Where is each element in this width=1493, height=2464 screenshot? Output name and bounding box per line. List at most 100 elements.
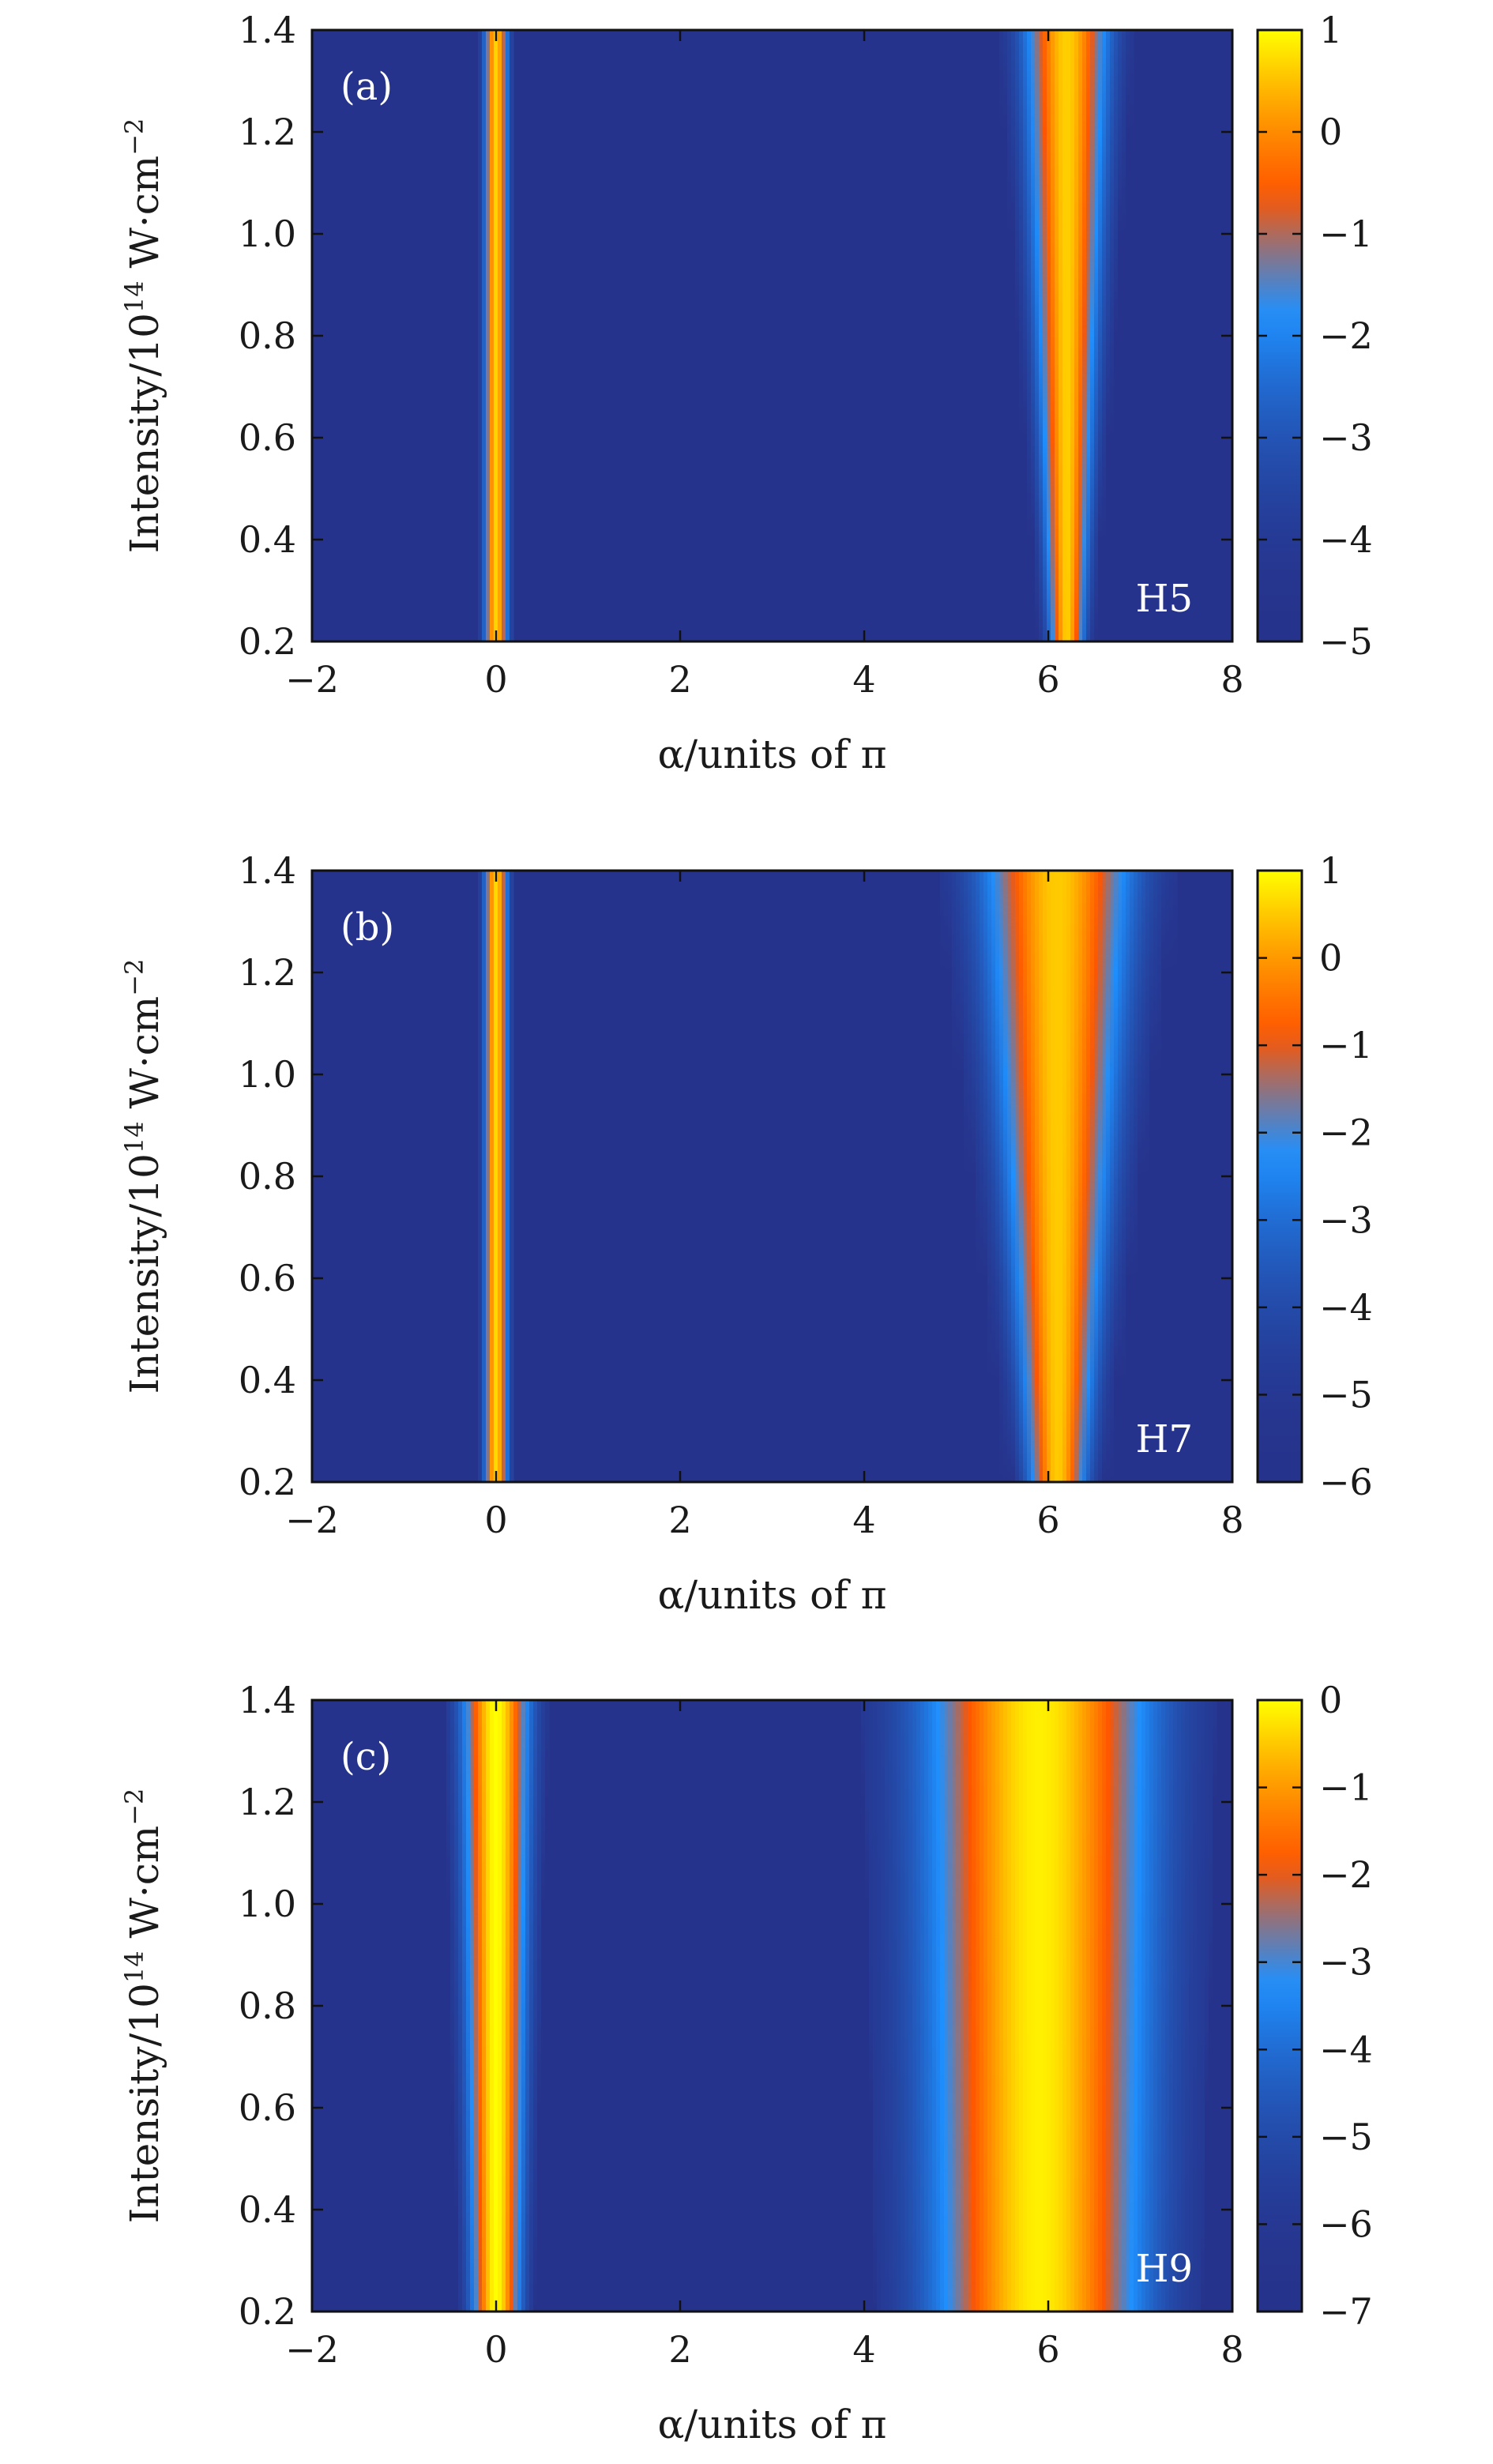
heatmap-strip	[889, 1700, 893, 2312]
heatmap-strip	[1114, 871, 1119, 1482]
heatmap-strip	[510, 871, 514, 1482]
heatmap-strip	[865, 1700, 870, 2312]
heatmap-strip	[1027, 871, 1032, 1482]
heatmap-strip	[897, 1700, 901, 2312]
heatmap-strip	[1118, 1700, 1123, 2312]
heatmap-strip	[1051, 1700, 1055, 2312]
heatmap-strip	[1062, 30, 1067, 641]
y-tick-label: 1.2	[239, 111, 296, 153]
heatmap-strip	[1189, 1700, 1194, 2312]
colorbar: 1 0 −1 −2 −3 −4 −5 −6	[1256, 849, 1373, 1503]
x-tick-label: 0	[484, 658, 507, 701]
heatmap-strip	[1161, 871, 1166, 1482]
heatmap-strip	[1122, 871, 1126, 1482]
heatmap-strip	[1130, 30, 1134, 641]
heatmap-strip	[1138, 871, 1142, 1482]
heatmap-strip	[1015, 871, 1020, 1482]
heatmap-strip	[976, 1700, 980, 2312]
heatmap-field	[312, 1700, 1232, 2312]
heatmap-strip	[1185, 1700, 1190, 2312]
heatmap-strip	[494, 30, 498, 641]
y-axis-label-part: −2	[119, 959, 149, 996]
heatmap-strip	[513, 1700, 518, 2312]
y-axis-label-part: 14	[119, 280, 149, 313]
heatmap-strip	[987, 871, 992, 1482]
y-axis-label: Intensity/1014 W·cm−2	[119, 1789, 167, 2224]
heatmap-strip	[1043, 30, 1047, 641]
heatmap-strip	[960, 1700, 965, 2312]
heatmap-strip	[1059, 871, 1063, 1482]
heatmap-strip	[1134, 871, 1138, 1482]
y-axis-label-part: Intensity/10	[122, 1983, 167, 2223]
heatmap-strip	[983, 871, 988, 1482]
heatmap-strip	[1086, 30, 1091, 641]
panel-label: (b)	[340, 905, 394, 950]
y-tick-label: 1.2	[239, 951, 296, 994]
heatmap-strip	[912, 1700, 917, 2312]
heatmap-strip	[1149, 1700, 1154, 2312]
y-tick-label: 0.2	[239, 1461, 296, 1503]
heatmap-strip	[1003, 871, 1008, 1482]
x-tick-label: 8	[1220, 2328, 1243, 2371]
heatmap-strip	[1201, 1700, 1205, 2312]
heatmap-strip	[944, 1700, 949, 2312]
heatmap-strip	[490, 30, 495, 641]
heatmap-panel-3: −2 0 2 4 6 8 0.2 0.4 0.6 0.8 1.0 1.2 1.4 (c) H9 α/units…	[119, 1679, 1373, 2447]
y-axis-label-part: W·cm	[122, 1826, 167, 1951]
heatmap-strip	[995, 1700, 1000, 2312]
heatmap-strip	[968, 1700, 972, 2312]
heatmap-strip	[976, 871, 980, 1482]
x-tick-label: 4	[852, 1499, 875, 1541]
heatmap-strip	[1003, 1700, 1008, 2312]
heatmap-strip	[1205, 1700, 1209, 2312]
heatmap-strip	[1173, 1700, 1178, 2312]
heatmap-strip	[1165, 1700, 1170, 2312]
heatmap-strip	[541, 1700, 546, 2312]
heatmap-strip	[948, 871, 953, 1482]
colorbar-tick-label: −2	[1319, 1853, 1373, 1896]
heatmap-strip	[1181, 1700, 1186, 2312]
heatmap-strip	[1110, 1700, 1115, 2312]
heatmap-field	[312, 30, 1232, 641]
y-tick-label: 0.8	[239, 314, 296, 357]
harmonic-label: H7	[1136, 1417, 1193, 1461]
heatmap-strip	[1153, 871, 1158, 1482]
x-axis-label: α/units of π	[657, 732, 886, 777]
colorbar: 0 −1 −2 −3 −4 −5 −6 −7	[1256, 1679, 1373, 2333]
colorbar-tick-label: −4	[1319, 518, 1373, 561]
heatmap-strip	[987, 1700, 992, 2312]
heatmap-strip	[1055, 30, 1059, 641]
heatmap-strip	[920, 1700, 925, 2312]
heatmap-strip	[999, 871, 1004, 1482]
heatmap-strip	[1102, 1700, 1107, 2312]
heatmap-strip	[1106, 871, 1111, 1482]
heatmap-strip	[498, 871, 502, 1482]
heatmap-strip	[498, 1700, 502, 2312]
colorbar-tick-label: −7	[1319, 2290, 1373, 2333]
colorbar-tick-label: −3	[1319, 1198, 1373, 1241]
heatmap-strip	[1106, 30, 1111, 641]
heatmap-strip	[999, 1700, 1004, 2312]
heatmap-strip	[1070, 30, 1075, 641]
heatmap-strip	[1126, 1700, 1130, 2312]
heatmap-strip	[1094, 1700, 1099, 2312]
colorbar-tick-label: 0	[1319, 111, 1342, 153]
colorbar-gradient	[1258, 1700, 1302, 2312]
y-tick-label: 0.4	[239, 2188, 296, 2231]
y-tick-label: 0.8	[239, 1155, 296, 1198]
heatmap-strip	[1015, 30, 1020, 641]
y-tick-label: 0.2	[239, 2290, 296, 2333]
heatmap-strip	[1035, 1700, 1040, 2312]
heatmap-strip	[1114, 1700, 1119, 2312]
x-tick-label: 8	[1220, 1499, 1243, 1541]
y-tick-label: 1.0	[239, 1053, 296, 1096]
heatmap-strip	[1149, 871, 1154, 1482]
y-tick-label: 0.2	[239, 620, 296, 663]
heatmap-strip	[1007, 1700, 1012, 2312]
heatmap-panel-1: −2 0 2 4 6 8 0.2 0.4 0.6 0.8 1.0 1.2 1.4 (a) H5 α/units…	[119, 9, 1373, 777]
heatmap-strip	[1126, 30, 1130, 641]
y-tick-label: 0.4	[239, 1359, 296, 1401]
heatmap-strip	[972, 1700, 976, 2312]
heatmap-strip	[1177, 1700, 1182, 2312]
heatmap-strip	[956, 871, 961, 1482]
